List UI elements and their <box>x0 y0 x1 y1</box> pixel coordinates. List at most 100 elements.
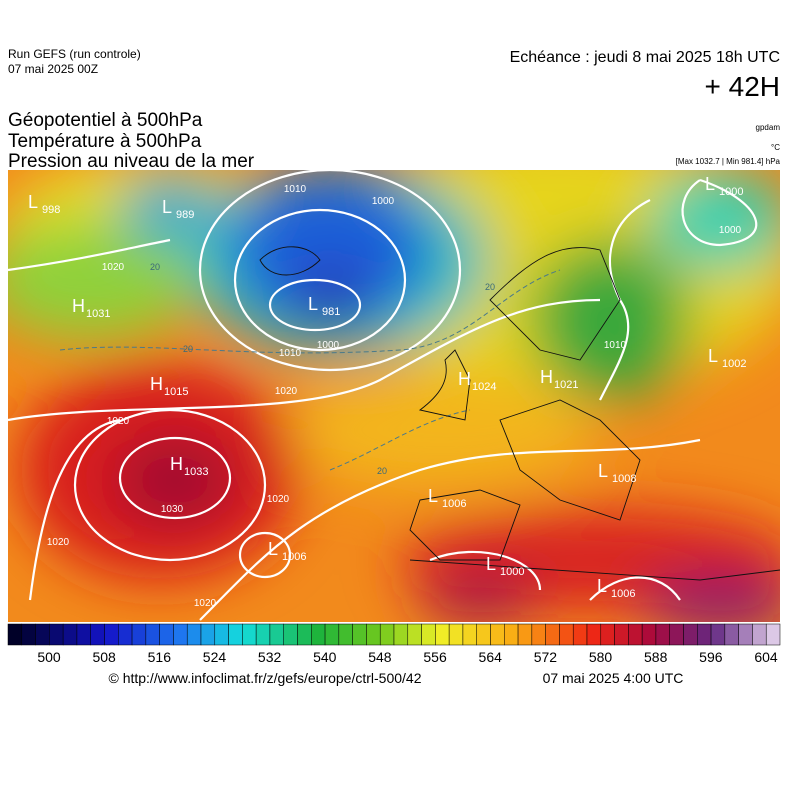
isobar-label: 1020 <box>267 494 290 505</box>
unit: gpdam <box>756 123 781 132</box>
colorbar-cell <box>173 623 188 646</box>
colorbar-cell <box>669 623 684 646</box>
colorbar-cell <box>476 623 491 646</box>
colorbar: 500 508 516 524 532 540 548 556 564 572 580 588 596 6… <box>7 623 781 665</box>
colorbar-tick-label: 588 <box>644 649 668 665</box>
pressure-value: 1008 <box>612 473 636 485</box>
colorbar-cell <box>407 623 422 646</box>
issued: 07 mai 2025 4:00 UTC <box>543 670 684 686</box>
pressure-value: 989 <box>176 209 194 221</box>
temperature-label: 20 <box>183 344 193 354</box>
colorbar-cell <box>186 623 202 646</box>
source: © http://www.infoclimat.fr/z/gefs/europe… <box>108 670 421 686</box>
pressure-value: 1021 <box>554 379 578 391</box>
pressure-center: L <box>598 461 608 481</box>
isobar-label: 1000 <box>372 196 395 207</box>
colorbar-tick-label: 604 <box>754 649 778 665</box>
isobar-label: 1020 <box>275 386 298 397</box>
colorbar-cell <box>765 623 781 646</box>
pressure-value: 1006 <box>442 498 466 510</box>
pressure-value: 1031 <box>86 308 110 320</box>
colorbar-tick-label: 580 <box>589 649 613 665</box>
pressure-center: H <box>458 369 471 389</box>
colorbar-cell <box>159 623 174 646</box>
colorbar-cell <box>683 623 698 646</box>
colorbar-cell <box>614 623 629 646</box>
colorbar-cell <box>393 623 409 646</box>
unit: [Max 1032.7 | Min 981.4] hPa <box>676 157 781 166</box>
colorbar-cell <box>504 623 519 646</box>
colorbar-cell <box>697 623 712 646</box>
colorbar-cell <box>600 623 615 646</box>
pressure-center: L <box>308 294 318 314</box>
colorbar-cell <box>283 623 298 646</box>
pressure-center: H <box>540 367 553 387</box>
colorbar-cell <box>352 623 367 646</box>
colorbar-cell <box>269 623 284 646</box>
field-name: Température à 500hPa <box>8 131 202 152</box>
pressure-center: H <box>150 374 163 394</box>
colorbar-cell <box>752 623 767 646</box>
map <box>8 170 780 622</box>
field-name: Pression au niveau de la mer <box>8 151 255 172</box>
unit: °C <box>771 143 780 152</box>
colorbar-cell <box>366 623 381 646</box>
colorbar-tick-label: 572 <box>534 649 558 665</box>
colorbar-cell <box>35 623 50 646</box>
colorbar-cell <box>490 623 505 646</box>
colorbar-cell <box>738 623 753 646</box>
pressure-center: L <box>268 539 278 559</box>
pressure-center: L <box>162 197 172 217</box>
colorbar-cell <box>214 623 229 646</box>
colorbar-cell <box>338 623 353 646</box>
colorbar-cell <box>572 623 588 646</box>
isobar-label: 1000 <box>317 340 340 351</box>
colorbar-cell <box>131 623 147 646</box>
colorbar-cell <box>448 623 464 646</box>
pressure-value: 1000 <box>500 566 524 578</box>
colorbar-cell <box>62 623 78 646</box>
colorbar-cell <box>145 623 160 646</box>
pressure-center: H <box>170 454 183 474</box>
colorbar-cell <box>242 623 257 646</box>
pressure-value: 1006 <box>611 588 635 600</box>
colorbar-cell <box>531 623 546 646</box>
isobar-label: 1010 <box>284 184 307 195</box>
temperature-label: 20 <box>377 466 387 476</box>
pressure-center: L <box>708 346 718 366</box>
colorbar-cell <box>7 623 23 646</box>
pressure-value: 998 <box>42 204 60 216</box>
colorbar-cell <box>724 623 739 646</box>
colorbar-tick-label: 516 <box>148 649 172 665</box>
pressure-center: L <box>428 486 438 506</box>
pressure-center: L <box>486 554 496 574</box>
colorbar-cell <box>421 623 436 646</box>
colorbar-tick-label: 540 <box>313 649 337 665</box>
colorbar-tick-label: 556 <box>423 649 447 665</box>
isobar-label: 1020 <box>47 537 70 548</box>
pressure-center: L <box>705 174 715 194</box>
isobar-label: 1020 <box>107 416 130 427</box>
colorbar-cell <box>628 623 643 646</box>
pressure-center: L <box>28 192 38 212</box>
pressure-value: 1024 <box>472 381 496 393</box>
colorbar-cell <box>228 623 243 646</box>
colorbar-cell <box>462 623 477 646</box>
colorbar-cell <box>641 623 657 646</box>
colorbar-cell <box>76 623 91 646</box>
valid-time: Echéance : jeudi 8 mai 2025 18h UTC <box>510 49 780 66</box>
colorbar-cell <box>49 623 64 646</box>
colorbar-cell <box>21 623 36 646</box>
colorbar-cell <box>710 623 726 646</box>
pressure-value: 1033 <box>184 466 208 478</box>
lead-time: + 42H <box>705 71 781 102</box>
colorbar-cell <box>545 623 560 646</box>
colorbar-cell <box>586 623 602 646</box>
pressure-value: 1000 <box>719 186 743 198</box>
colorbar-cell <box>655 623 670 646</box>
isobar-label: 1010 <box>279 348 302 359</box>
colorbar-tick-label: 532 <box>258 649 282 665</box>
isobar-label: 1020 <box>102 262 125 273</box>
isobar-label: 1000 <box>719 225 742 236</box>
